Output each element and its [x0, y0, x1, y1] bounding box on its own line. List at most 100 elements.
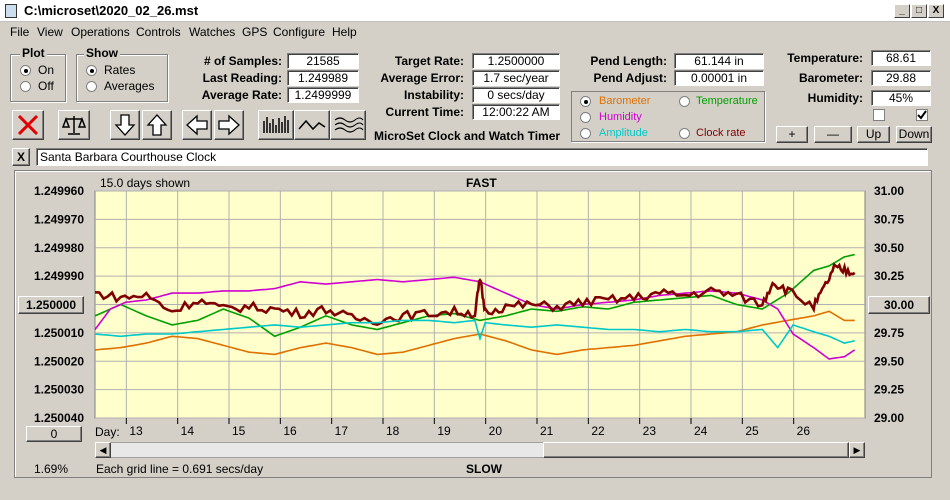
minimize-button[interactable]: _: [894, 4, 910, 18]
show-rates-radio[interactable]: [86, 65, 97, 76]
instability-value: 0 secs/day: [472, 87, 560, 103]
menu-bar: File View Operations Controls Watches GP…: [0, 22, 950, 41]
average-error-label: Average Error:: [380, 71, 464, 85]
arrow-up-icon: [146, 114, 168, 136]
scale-up-button[interactable]: Up: [857, 126, 890, 143]
y-right-tick-label: 29.00: [874, 411, 904, 425]
series-clock-rate-radio[interactable]: [679, 128, 690, 139]
last-reading-value: 1.249989: [287, 70, 359, 86]
humidity-label: Humidity:: [807, 91, 863, 105]
scroll-right-button[interactable]: ▶: [849, 442, 865, 458]
average-rate-value: 1.2499999: [287, 87, 359, 103]
y-left-tick-label: 1.250020: [34, 354, 84, 368]
series-barometer-radio[interactable]: [580, 96, 591, 107]
current-time-label: Current Time:: [385, 105, 464, 119]
clear-watch-name-button[interactable]: X: [12, 148, 30, 166]
scale-plus-button[interactable]: +: [776, 126, 808, 143]
menu-view[interactable]: View: [37, 25, 63, 39]
days-shown-label: 15.0 days shown: [100, 176, 191, 190]
series-line: [94, 261, 856, 326]
current-time-value: 12:00:22 AM: [472, 104, 560, 120]
checkbox-2[interactable]: [916, 109, 928, 121]
y-left-tick-label: 1.249980: [34, 241, 84, 255]
show-group: [76, 54, 168, 102]
wave-button[interactable]: [294, 110, 330, 140]
scroll-thumb[interactable]: [543, 442, 849, 458]
wave-icon: [298, 119, 326, 131]
series-humidity-radio[interactable]: [580, 112, 591, 123]
move-left-button[interactable]: [182, 110, 212, 140]
x-tick-label: 26: [797, 424, 811, 438]
series-temperature-label: Temperature: [696, 95, 758, 107]
menu-file[interactable]: File: [10, 25, 30, 39]
scroll-left-button[interactable]: ◀: [95, 442, 111, 458]
x-tick-label: 13: [129, 424, 143, 438]
pend-adjust-value: 0.00001 in: [674, 70, 764, 86]
y-right-tick-label: 29.75: [874, 326, 904, 340]
series-temperature-radio[interactable]: [679, 96, 690, 107]
bar-graph-button[interactable]: [258, 110, 294, 140]
pend-length-label: Pend Length:: [590, 54, 667, 68]
series-line: [94, 319, 855, 349]
close-window-button[interactable]: X: [928, 4, 944, 18]
plot-off-label: Off: [38, 79, 54, 93]
show-averages-radio[interactable]: [86, 81, 97, 92]
show-rates-label: Rates: [104, 63, 136, 77]
scale-down-button[interactable]: Down: [896, 126, 932, 143]
series-clock-rate-label: Clock rate: [696, 127, 746, 139]
right-center-value-button[interactable]: 30.00: [868, 296, 930, 314]
menu-configure[interactable]: Configure: [273, 25, 326, 39]
balance-button[interactable]: [58, 110, 90, 140]
move-up-button[interactable]: [142, 110, 172, 140]
instability-label: Instability:: [403, 88, 464, 102]
app-icon[interactable]: [5, 4, 17, 18]
multi-wave-icon: [334, 117, 364, 133]
temperature-label: Temperature:: [787, 51, 863, 65]
fast-label: FAST: [466, 176, 497, 190]
x-tick-label: 24: [694, 424, 708, 438]
series-amplitude-radio[interactable]: [580, 128, 591, 139]
plot-on-radio[interactable]: [20, 65, 31, 76]
app-caption: MicroSet Clock and Watch Timer: [374, 129, 561, 143]
bar-graph-icon: [263, 116, 289, 133]
window-title: C:\microset\2020_02_26.mst: [24, 3, 199, 18]
x-tick-label: 18: [386, 424, 400, 438]
multi-wave-button[interactable]: [330, 110, 366, 140]
scale-minus-button[interactable]: —: [814, 126, 852, 143]
grid-note: Each grid line = 0.691 secs/day: [96, 462, 264, 476]
y-left-tick-label: 1.249960: [34, 184, 84, 198]
target-rate-field[interactable]: 1.2500000: [472, 53, 560, 69]
clear-data-button[interactable]: [12, 110, 44, 140]
plot-on-label: On: [38, 63, 55, 77]
y-right-tick-label: 29.25: [874, 383, 904, 397]
maximize-button[interactable]: □: [911, 4, 927, 18]
checkmark-icon: [917, 110, 927, 120]
menu-operations[interactable]: Operations: [71, 25, 130, 39]
plot-off-radio[interactable]: [20, 81, 31, 92]
last-reading-label: Last Reading:: [202, 71, 282, 85]
x-tick-label: 22: [591, 424, 605, 438]
menu-gps[interactable]: GPS: [242, 25, 268, 39]
day-axis-label: Day:: [95, 425, 120, 439]
left-center-value-button[interactable]: 1.250000: [18, 296, 84, 314]
move-right-button[interactable]: [214, 110, 244, 140]
arrow-right-icon: [218, 114, 240, 136]
x-tick-label: 19: [437, 424, 451, 438]
y-right-tick-label: 30.25: [874, 269, 904, 283]
move-down-button[interactable]: [110, 110, 140, 140]
barometer-value: 29.88: [871, 70, 931, 86]
menu-help[interactable]: Help: [332, 25, 357, 39]
menu-watches[interactable]: Watches: [189, 25, 236, 39]
menu-controls[interactable]: Controls: [136, 25, 181, 39]
y-left-tick-label: 1.250030: [34, 383, 84, 397]
plot-group-label: Plot: [20, 46, 47, 60]
x-tick-label: 15: [232, 424, 246, 438]
series-line: [94, 276, 856, 360]
show-group-label: Show: [84, 46, 120, 60]
left-bottom-button[interactable]: 0: [26, 426, 82, 442]
watch-name-input[interactable]: Santa Barbara Courthouse Clock: [36, 148, 928, 166]
checkbox-1[interactable]: [873, 109, 885, 121]
x-tick-label: 17: [335, 424, 349, 438]
arrow-left-icon: [186, 114, 208, 136]
